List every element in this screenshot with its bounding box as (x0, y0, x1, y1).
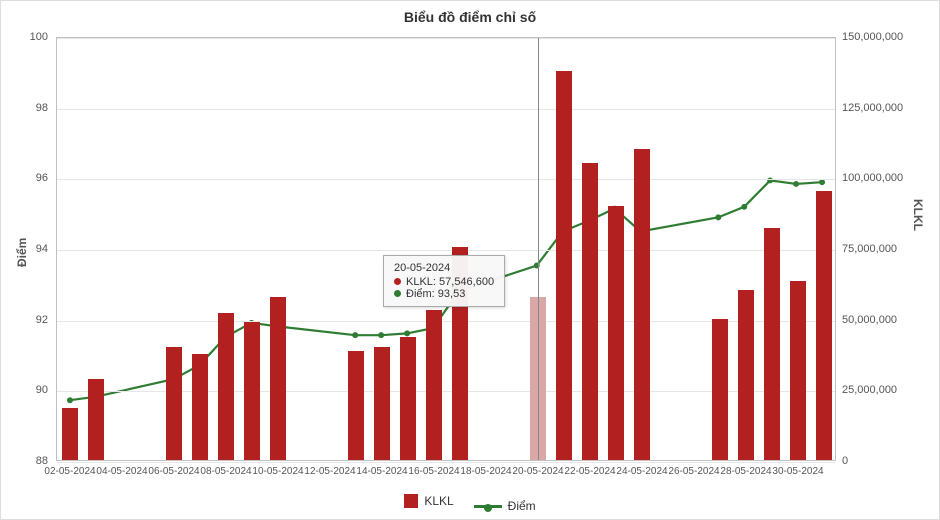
bar[interactable] (374, 347, 390, 460)
line-marker[interactable] (67, 397, 73, 403)
chart-title: Biểu đồ điểm chỉ số (1, 1, 939, 25)
tooltip-row: KLKL: 57,546,600 (394, 276, 494, 288)
line-marker[interactable] (715, 214, 721, 220)
left-axis-label: Điểm (15, 238, 29, 267)
line-marker[interactable] (741, 204, 747, 210)
legend-item[interactable]: Điểm (474, 499, 536, 513)
line-marker[interactable] (767, 177, 773, 183)
xtick: 30-05-2024 (772, 466, 823, 477)
xtick: 26-05-2024 (668, 466, 719, 477)
plot-area[interactable]: 02-05-202404-05-202406-05-202408-05-2024… (56, 37, 836, 461)
bar[interactable] (608, 206, 624, 460)
index-chart: Biểu đồ điểm chỉ số Điểm KLKL 02-05-2024… (0, 0, 940, 520)
bar[interactable] (816, 191, 832, 460)
line-marker[interactable] (404, 330, 410, 336)
ytick-right: 100,000,000 (842, 172, 903, 184)
ytick-right: 0 (842, 455, 848, 467)
xtick: 12-05-2024 (304, 466, 355, 477)
legend: KLKL Điểm (1, 494, 939, 514)
tooltip: 20-05-2024 KLKL: 57,546,600Điểm: 93,53 (383, 255, 505, 307)
line-marker[interactable] (793, 181, 799, 187)
xtick: 04-05-2024 (96, 466, 147, 477)
xtick: 02-05-2024 (44, 466, 95, 477)
gridline (57, 250, 835, 251)
tooltip-dot-icon (394, 290, 401, 297)
xtick: 08-05-2024 (200, 466, 251, 477)
bar[interactable] (764, 228, 780, 460)
xtick: 18-05-2024 (460, 466, 511, 477)
xtick: 24-05-2024 (616, 466, 667, 477)
bar[interactable] (582, 163, 598, 460)
bar[interactable] (712, 319, 728, 460)
bar[interactable] (426, 310, 442, 460)
bar[interactable] (270, 297, 286, 460)
bar[interactable] (88, 379, 104, 460)
xtick: 28-05-2024 (720, 466, 771, 477)
bar[interactable] (192, 354, 208, 460)
tooltip-row: Điểm: 93,53 (394, 288, 494, 300)
tooltip-title: 20-05-2024 (394, 262, 494, 274)
xtick: 20-05-2024 (512, 466, 563, 477)
bar[interactable] (218, 313, 234, 460)
tooltip-text: Điểm: 93,53 (406, 288, 465, 300)
gridline (57, 179, 835, 180)
ytick-left: 88 (36, 455, 48, 467)
bar[interactable] (348, 351, 364, 460)
bar[interactable] (556, 71, 572, 460)
line-marker[interactable] (378, 332, 384, 338)
gridline (57, 109, 835, 110)
ytick-left: 94 (36, 243, 48, 255)
xtick: 16-05-2024 (408, 466, 459, 477)
tooltip-dot-icon (394, 278, 401, 285)
bar[interactable] (790, 281, 806, 460)
ytick-right: 25,000,000 (842, 384, 897, 396)
xtick: 06-05-2024 (148, 466, 199, 477)
ytick-left: 92 (36, 314, 48, 326)
ytick-right: 50,000,000 (842, 314, 897, 326)
line-marker[interactable] (352, 332, 358, 338)
xtick: 22-05-2024 (564, 466, 615, 477)
ytick-right: 150,000,000 (842, 31, 903, 43)
right-axis-label: KLKL (911, 199, 925, 231)
xtick: 10-05-2024 (252, 466, 303, 477)
crosshair (538, 38, 539, 460)
xtick: 14-05-2024 (356, 466, 407, 477)
bar[interactable] (400, 337, 416, 460)
bar[interactable] (244, 322, 260, 461)
bar[interactable] (634, 149, 650, 460)
legend-label: Điểm (508, 499, 536, 513)
gridline (57, 462, 835, 463)
bar[interactable] (166, 347, 182, 460)
ytick-right: 75,000,000 (842, 243, 897, 255)
legend-swatch-bar-icon (404, 494, 418, 508)
legend-label: KLKL (424, 494, 453, 508)
legend-item[interactable]: KLKL (404, 494, 453, 508)
ytick-left: 100 (30, 31, 48, 43)
ytick-left: 98 (36, 102, 48, 114)
legend-swatch-line-icon (474, 505, 502, 508)
tooltip-text: KLKL: 57,546,600 (406, 276, 494, 288)
ytick-right: 125,000,000 (842, 102, 903, 114)
ytick-left: 90 (36, 384, 48, 396)
ytick-left: 96 (36, 172, 48, 184)
bar[interactable] (62, 408, 78, 460)
gridline (57, 38, 835, 39)
bar[interactable] (738, 290, 754, 460)
